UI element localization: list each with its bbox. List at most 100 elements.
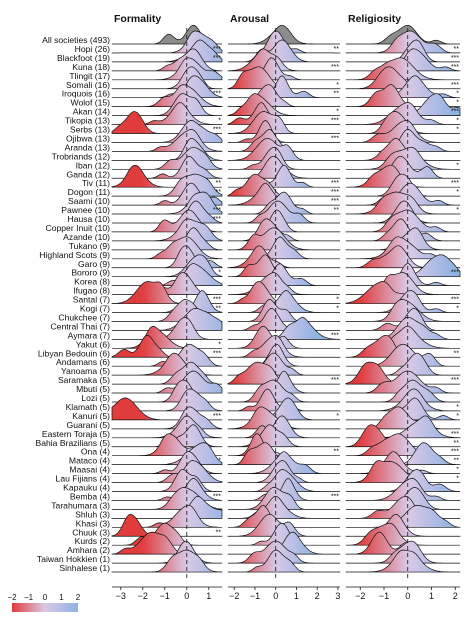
significance-marker: * bbox=[456, 118, 459, 125]
ridge-density bbox=[112, 308, 223, 331]
significance-marker: ** bbox=[216, 529, 222, 536]
significance-marker: *** bbox=[331, 180, 339, 187]
row-label: Kapauku (4) bbox=[63, 483, 110, 493]
ridge-density bbox=[345, 549, 461, 573]
row-label: Wolof (15) bbox=[71, 98, 111, 108]
axis-tick-label: 0 bbox=[405, 591, 410, 601]
significance-marker: *** bbox=[213, 91, 221, 98]
significance-marker: *** bbox=[213, 216, 221, 223]
axis-tick-label: 2 bbox=[453, 591, 458, 601]
ridge-density bbox=[227, 111, 340, 134]
x-axes: −3 −2 −1 0 1 −2 −1 0 1 2 3 −2 −1 0 1 2 bbox=[112, 586, 460, 601]
row-label: Yanoama (5) bbox=[61, 366, 110, 376]
ridge-density bbox=[228, 75, 340, 99]
ridge-density bbox=[228, 540, 340, 564]
ridge-density bbox=[345, 173, 461, 197]
significance-marker: * bbox=[456, 189, 459, 196]
axis-tick-label: 2 bbox=[315, 591, 320, 601]
row-label: Tukano (9) bbox=[69, 241, 110, 251]
axis-tick-label: 1 bbox=[429, 591, 434, 601]
significance-marker: *** bbox=[213, 55, 221, 62]
ridge-density bbox=[228, 290, 340, 313]
significance-marker: *** bbox=[213, 350, 221, 357]
ridge-density bbox=[345, 120, 461, 143]
axis-tick-label: 3 bbox=[335, 591, 340, 601]
axis-tick-label: −1 bbox=[250, 591, 260, 601]
colorbar-tick-label: −2 bbox=[7, 593, 17, 602]
ridge-density bbox=[228, 24, 340, 45]
significance-marker: *** bbox=[451, 297, 459, 304]
ridge-density bbox=[227, 209, 341, 233]
ridge-density bbox=[345, 281, 461, 304]
significance-marker: *** bbox=[331, 64, 339, 71]
significance-marker: *** bbox=[331, 493, 339, 500]
ridge-density bbox=[345, 513, 461, 537]
significance-marker: *** bbox=[451, 270, 459, 277]
axis-tick-label: 0 bbox=[184, 591, 189, 601]
ridge-density bbox=[345, 495, 461, 519]
ridge-density bbox=[345, 370, 461, 394]
row-label: Dogon (11) bbox=[68, 187, 110, 197]
row-label: Sinhalese (1) bbox=[59, 563, 110, 573]
ridge-density bbox=[345, 388, 461, 412]
ridge-density bbox=[227, 531, 341, 555]
significance-marker: * bbox=[456, 306, 459, 313]
ridge-density bbox=[345, 30, 461, 54]
ridge-density bbox=[228, 397, 340, 421]
significance-marker: * bbox=[336, 413, 339, 420]
ridge-density bbox=[111, 549, 223, 573]
significance-marker: * bbox=[456, 127, 459, 134]
significance-marker: *** bbox=[451, 377, 459, 384]
significance-marker: *** bbox=[331, 332, 339, 339]
row-label: Guarani (5) bbox=[67, 420, 111, 430]
row-label: Saramaka (5) bbox=[58, 375, 110, 385]
colorbar-tick-label: 2 bbox=[76, 593, 81, 602]
ridge-density bbox=[227, 549, 341, 573]
ridge-density bbox=[345, 478, 461, 501]
axis-tick-label: 0 bbox=[273, 591, 278, 601]
ridge-density bbox=[346, 57, 460, 81]
significance-marker: * bbox=[336, 109, 339, 116]
row-label: Bemba (4) bbox=[70, 491, 110, 501]
significance-marker: *** bbox=[331, 198, 339, 205]
ridge-density bbox=[227, 316, 341, 340]
ridge-density bbox=[227, 191, 341, 215]
ridge-density bbox=[111, 316, 223, 340]
ridge-density bbox=[228, 39, 340, 63]
row-label: Amhara (2) bbox=[67, 545, 110, 555]
panel-title: Formality bbox=[114, 13, 161, 25]
ridge-density bbox=[345, 531, 461, 555]
axis-tick-label: −1 bbox=[379, 591, 389, 601]
colorbar-tick-label: −1 bbox=[24, 593, 34, 602]
significance-marker: ** bbox=[216, 306, 222, 313]
row-label: Chuuk (3) bbox=[72, 527, 110, 537]
row-label: Andamans (6) bbox=[56, 357, 110, 367]
row-label: Lozi (5) bbox=[81, 393, 110, 403]
row-label: Azande (10) bbox=[63, 232, 110, 242]
ridge-density bbox=[345, 155, 461, 179]
row-label: Pawnee (10) bbox=[61, 205, 110, 215]
row-label: Iban (12) bbox=[76, 160, 111, 170]
significance-marker: * bbox=[456, 476, 459, 483]
significance-marker: * bbox=[456, 413, 459, 420]
ridge-density bbox=[346, 379, 460, 403]
significance-marker: * bbox=[456, 162, 459, 169]
ridge-density bbox=[227, 137, 341, 161]
colorbar-tick-label: 0 bbox=[43, 593, 48, 602]
significance-marker: * bbox=[456, 100, 459, 107]
ridge-density bbox=[228, 415, 340, 439]
row-label: Trobriands (12) bbox=[52, 151, 111, 161]
row-label: Mbuti (5) bbox=[76, 384, 110, 394]
row-label: Ona (4) bbox=[81, 447, 110, 457]
axis-tick-label: 1 bbox=[294, 591, 299, 601]
row-label: Mataco (4) bbox=[69, 456, 110, 466]
axis-tick-label: −2 bbox=[229, 591, 239, 601]
row-label: Chukchee (7) bbox=[58, 312, 110, 322]
significance-marker: * bbox=[456, 404, 459, 411]
ridge-density bbox=[345, 102, 461, 125]
ridge-density bbox=[227, 299, 341, 322]
row-label: Kurds (2) bbox=[75, 536, 110, 546]
significance-marker: * bbox=[218, 458, 221, 465]
ridge-density bbox=[346, 451, 460, 474]
ridge-density bbox=[111, 531, 223, 555]
